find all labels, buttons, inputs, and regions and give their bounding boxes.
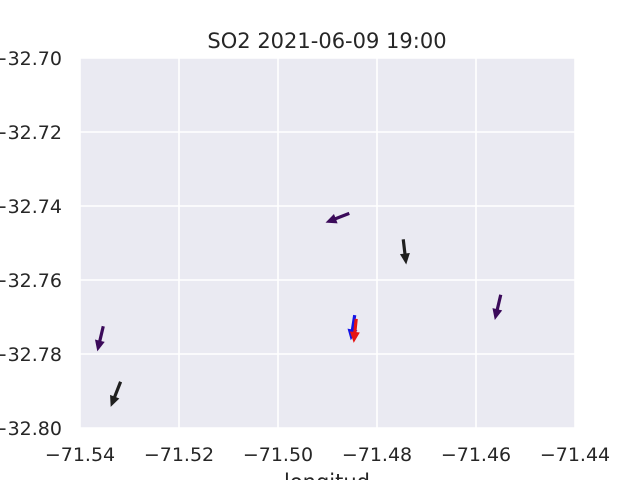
arrows-layer [94, 211, 503, 407]
quiver-arrow [110, 381, 123, 407]
y-tick-label: −32.74 [0, 196, 62, 218]
quiver-arrow [399, 239, 410, 265]
x-tick-label: −71.48 [342, 444, 412, 466]
y-tick-label: −32.70 [0, 48, 62, 70]
y-tick-label: −32.72 [0, 122, 62, 144]
x-tick-label: −71.52 [144, 444, 214, 466]
y-tick-label: −32.76 [0, 270, 62, 292]
quiver-arrow [325, 211, 350, 224]
chart-title: SO2 2021-06-09 19:00 [207, 29, 446, 53]
x-tick-label: −71.46 [441, 444, 511, 466]
x-tick-label: −71.54 [45, 444, 115, 466]
quiver-arrow [492, 294, 503, 320]
y-tick-label: −32.80 [0, 418, 62, 440]
x-tick-label: −71.50 [243, 444, 313, 466]
quiver-arrow [94, 325, 105, 352]
x-tick-labels: −71.54 −71.52 −71.50 −71.48 −71.46 −71.44 [45, 444, 610, 466]
y-tick-label: −32.78 [0, 344, 62, 366]
plot-background [80, 58, 575, 428]
grid-lines [79, 57, 576, 429]
x-axis-label: longitud [284, 470, 370, 480]
x-tick-label: −71.44 [540, 444, 610, 466]
quiver-arrow [349, 318, 360, 343]
y-tick-labels: −32.70 −32.72 −32.74 −32.76 −32.78 −32.80 [0, 48, 62, 440]
